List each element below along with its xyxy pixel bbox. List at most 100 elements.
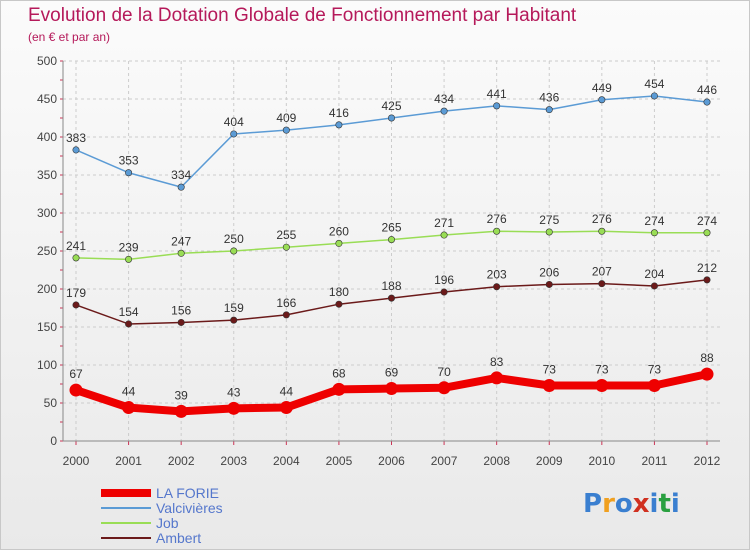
x-tick-label: 2012 — [694, 454, 721, 468]
legend-label: LA FORIE — [156, 485, 220, 501]
data-point-la-forie — [490, 371, 504, 385]
y-tick-label: 200 — [37, 282, 57, 296]
logo-letter: t — [658, 489, 671, 519]
data-label-la-forie: 70 — [437, 365, 451, 379]
y-tick-label: 300 — [37, 206, 57, 220]
data-label-la-forie: 39 — [174, 388, 188, 402]
data-point-ambert — [125, 320, 133, 328]
legend-swatch — [101, 522, 151, 524]
data-label-job: 255 — [276, 228, 296, 242]
data-label-ambert: 156 — [171, 303, 191, 317]
x-tick-label: 2004 — [273, 454, 300, 468]
y-tick-label: 50 — [44, 396, 58, 410]
y-tick-label: 450 — [37, 92, 57, 106]
data-label-la-forie: 73 — [543, 363, 557, 377]
x-tick-label: 2003 — [220, 454, 247, 468]
data-point-valcivi-res — [493, 102, 501, 110]
data-label-valcivi-res: 409 — [276, 111, 296, 125]
data-label-la-forie: 44 — [122, 385, 136, 399]
x-tick-label: 2009 — [536, 454, 563, 468]
grid — [63, 60, 720, 441]
chart-title: Evolution de la Dotation Globale de Fonc… — [28, 5, 577, 26]
x-tick-label: 2002 — [168, 454, 195, 468]
data-point-valcivi-res — [335, 121, 343, 129]
data-label-ambert: 166 — [276, 296, 296, 310]
data-point-valcivi-res — [598, 96, 606, 104]
legend-swatch — [101, 489, 151, 497]
x-tick-label: 2006 — [378, 454, 405, 468]
data-point-job — [72, 254, 80, 262]
data-point-valcivi-res — [703, 98, 711, 106]
data-label-la-forie: 69 — [385, 366, 399, 380]
x-tick-label: 2007 — [431, 454, 458, 468]
proxiti-logo: Proxiti — [583, 489, 680, 519]
data-point-la-forie — [647, 379, 661, 393]
data-label-job: 274 — [697, 214, 717, 228]
data-point-valcivi-res — [650, 92, 658, 100]
legend-label: Job — [156, 515, 179, 531]
chart-subtitle: (en € et par an) — [28, 30, 111, 44]
data-point-la-forie — [69, 383, 83, 397]
data-point-ambert — [650, 282, 658, 290]
data-point-valcivi-res — [440, 107, 448, 115]
data-label-job: 276 — [592, 212, 612, 226]
data-label-job: 247 — [171, 234, 191, 248]
data-point-ambert — [282, 311, 290, 319]
data-point-job — [545, 228, 553, 236]
data-point-valcivi-res — [177, 183, 185, 191]
data-point-ambert — [598, 280, 606, 288]
data-label-la-forie: 88 — [700, 351, 714, 365]
data-label-valcivi-res: 441 — [487, 87, 507, 101]
data-label-job: 274 — [644, 214, 664, 228]
data-point-la-forie — [595, 379, 609, 393]
data-label-valcivi-res: 353 — [119, 154, 139, 168]
data-label-valcivi-res: 436 — [539, 91, 559, 105]
data-point-job — [598, 227, 606, 235]
x-tick-label: 2001 — [115, 454, 142, 468]
x-tick-label: 2000 — [63, 454, 90, 468]
data-label-valcivi-res: 404 — [224, 115, 244, 129]
data-label-la-forie: 68 — [332, 366, 346, 380]
data-point-valcivi-res — [387, 114, 395, 122]
data-label-job: 276 — [487, 212, 507, 226]
data-label-ambert: 180 — [329, 285, 349, 299]
data-point-job — [335, 239, 343, 247]
data-label-la-forie: 44 — [280, 385, 294, 399]
data-label-job: 265 — [381, 221, 401, 235]
data-label-la-forie: 67 — [69, 367, 83, 381]
x-tick-label: 2011 — [642, 454, 668, 468]
data-label-la-forie: 43 — [227, 385, 241, 399]
data-point-ambert — [493, 283, 501, 291]
x-tick-label: 2008 — [483, 454, 510, 468]
data-point-job — [177, 249, 185, 257]
data-label-job: 250 — [224, 232, 244, 246]
data-point-job — [703, 229, 711, 237]
data-label-ambert: 188 — [381, 279, 401, 293]
data-point-job — [650, 229, 658, 237]
data-label-ambert: 179 — [66, 286, 86, 300]
logo-letter: i — [670, 489, 680, 519]
data-label-ambert: 203 — [487, 268, 507, 282]
data-label-ambert: 154 — [119, 305, 139, 319]
data-point-ambert — [177, 318, 185, 326]
data-label-ambert: 206 — [539, 265, 559, 279]
data-label-job: 275 — [539, 213, 559, 227]
logo-letter: P — [583, 489, 603, 519]
data-label-valcivi-res: 454 — [644, 77, 664, 91]
data-point-valcivi-res — [72, 146, 80, 154]
data-point-ambert — [703, 276, 711, 284]
data-point-la-forie — [542, 379, 556, 393]
data-point-ambert — [545, 280, 553, 288]
data-label-valcivi-res: 383 — [66, 131, 86, 145]
data-label-valcivi-res: 425 — [381, 99, 401, 113]
data-label-la-forie: 83 — [490, 355, 504, 369]
data-label-job: 241 — [66, 239, 86, 253]
data-point-job — [282, 243, 290, 251]
data-point-valcivi-res — [230, 130, 238, 138]
logo-letter: o — [614, 489, 633, 519]
data-point-ambert — [387, 294, 395, 302]
legend-swatch — [101, 537, 151, 539]
data-label-ambert: 196 — [434, 273, 454, 287]
